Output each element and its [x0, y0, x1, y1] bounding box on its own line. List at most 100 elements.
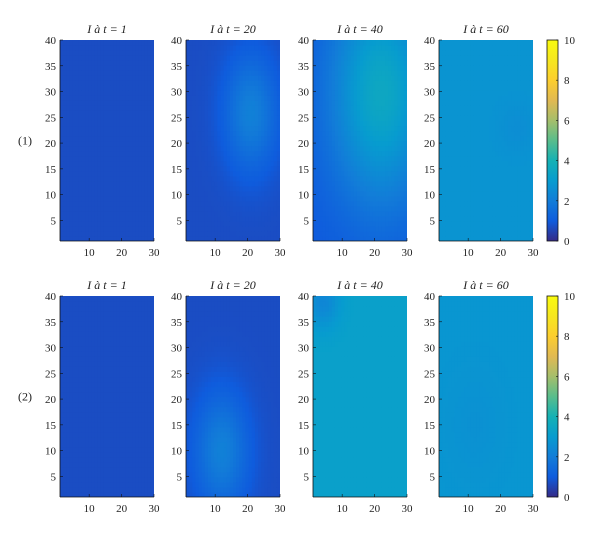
heatmap-cell: [460, 90, 465, 96]
heatmap-cell: [270, 230, 275, 237]
heatmap-cell: [251, 115, 256, 121]
heatmap-cell: [189, 210, 193, 217]
heatmap-cell: [341, 200, 345, 207]
heatmap-cell: [328, 90, 333, 96]
heatmap-cell: [454, 145, 459, 152]
heatmap-cell: [400, 210, 405, 217]
heatmap-cell: [251, 95, 256, 101]
heatmap-cell: [226, 105, 231, 111]
heatmap-cell: [81, 210, 86, 217]
heatmap-cell: [316, 70, 320, 76]
heatmap-cell: [467, 45, 471, 51]
heatmap-cell: [391, 115, 396, 121]
heatmap-cell: [473, 95, 478, 101]
heatmap-cell: [445, 115, 449, 121]
heatmap-cell: [207, 160, 212, 167]
heatmap-cell: [523, 55, 528, 61]
heatmap-cell: [507, 40, 512, 46]
heatmap-cell: [264, 100, 269, 106]
heatmap-cell: [397, 80, 402, 86]
heatmap-cell: [334, 230, 339, 237]
heatmap-cell: [233, 100, 237, 106]
heatmap-cell: [60, 436, 64, 443]
heatmap-cell: [78, 85, 83, 91]
heatmap-cell: [495, 70, 500, 76]
heatmap-cell: [388, 125, 392, 132]
heatmap-cell: [366, 165, 370, 172]
heatmap-cell: [511, 210, 515, 217]
heatmap-cell: [116, 185, 121, 192]
heatmap-cell: [138, 195, 143, 202]
heatmap-cell: [233, 120, 237, 127]
heatmap-cell: [122, 115, 127, 121]
heatmap-cell: [378, 205, 383, 212]
heatmap-cell: [132, 40, 136, 46]
heatmap-cell: [69, 115, 74, 121]
heatmap-cell: [150, 50, 154, 56]
heatmap-cell: [60, 361, 64, 367]
heatmap-cell: [372, 40, 377, 46]
heatmap-cell: [322, 180, 327, 187]
heatmap-cell: [267, 105, 272, 111]
heatmap-cell: [385, 160, 389, 167]
heatmap-cell: [248, 100, 253, 106]
heatmap-cell: [147, 175, 152, 182]
heatmap-cell: [381, 100, 386, 106]
heatmap-cell: [363, 55, 367, 61]
heatmap-cell: [116, 120, 121, 127]
heatmap-cell: [504, 180, 509, 187]
heatmap-cell: [242, 195, 247, 202]
heatmap-cell: [251, 105, 256, 111]
heatmap-cell: [403, 65, 407, 71]
heatmap-cell: [325, 85, 330, 91]
heatmap-cell: [375, 195, 380, 202]
heatmap-cell: [211, 115, 215, 121]
heatmap-cell: [141, 175, 146, 182]
heatmap-cell: [141, 120, 146, 127]
heatmap-cell: [122, 90, 127, 96]
heatmap-cell: [460, 210, 465, 217]
heatmap-cell: [439, 190, 443, 197]
heatmap-cell: [445, 140, 449, 147]
heatmap-cell: [141, 70, 146, 76]
heatmap-cell: [119, 100, 124, 106]
heatmap-cell: [526, 90, 531, 96]
heatmap-cell: [236, 50, 240, 56]
heatmap-cell: [125, 190, 130, 197]
heatmap-cell: [347, 135, 352, 142]
heatmap-cell: [97, 120, 102, 127]
heatmap-cell: [110, 55, 114, 61]
heatmap-cell: [313, 215, 317, 222]
heatmap-cell: [473, 130, 478, 137]
heatmap-cell: [504, 210, 509, 217]
heatmap-cell: [378, 225, 383, 232]
heatmap-cell: [60, 115, 64, 121]
heatmap-cell: [492, 160, 496, 167]
heatmap-cell: [189, 140, 193, 147]
heatmap-cell: [220, 115, 225, 121]
heatmap-cell: [251, 235, 256, 241]
heatmap-cell: [495, 160, 500, 167]
heatmap-cell: [242, 70, 247, 76]
heatmap-cell: [97, 180, 102, 187]
heatmap-cell: [504, 135, 509, 142]
heatmap-cell: [242, 175, 247, 182]
heatmap-cell: [201, 85, 206, 91]
heatmap-cell: [248, 60, 253, 66]
heatmap-cell: [328, 220, 333, 227]
heatmap-cell: [72, 145, 77, 152]
heatmap-cell: [195, 150, 200, 157]
heatmap-cell: [113, 140, 117, 147]
heatmap-cell: [189, 200, 193, 207]
heatmap-cell: [192, 90, 196, 96]
heatmap-cell: [391, 230, 396, 237]
heatmap-cell: [479, 150, 484, 157]
heatmap-cell: [220, 175, 225, 182]
heatmap-cell: [322, 215, 327, 222]
heatmap-cell: [322, 120, 327, 127]
heatmap-cell: [201, 165, 206, 172]
heatmap-cell: [207, 85, 212, 91]
heatmap-cell: [242, 80, 247, 86]
